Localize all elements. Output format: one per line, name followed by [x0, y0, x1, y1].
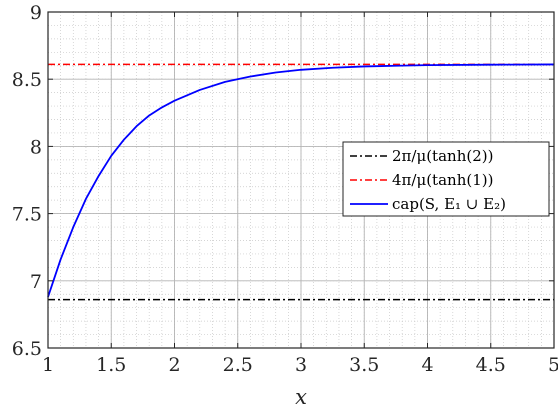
y-tick-label: 7.5: [12, 204, 42, 226]
y-tick-label: 6.5: [12, 338, 42, 360]
series-layer: [47, 63, 555, 301]
series-line-3: [47, 63, 555, 298]
tick-labels: 1 1.5 2 2.5 3 3.5 4 4.5 5 6.5 7 7.5 8 8.5 9: [12, 2, 558, 376]
legend-label-3: cap(S, E₁ ∪ E₂): [392, 195, 506, 213]
x-axis-label: x: [295, 385, 307, 409]
legend-label-2: 4π/μ(tanh(1)): [392, 171, 493, 189]
legend: 2π/μ(tanh(2)) 4π/μ(tanh(1)) cap(S, E₁ ∪ …: [342, 141, 550, 217]
y-tick-label: 8: [30, 136, 42, 158]
y-tick-label: 9: [30, 2, 42, 24]
x-tick-label: 4: [421, 354, 433, 376]
x-tick-label: 4.5: [476, 354, 506, 376]
x-tick-label: 1: [42, 354, 54, 376]
x-tick-label: 3: [295, 354, 307, 376]
axis-ticks: [47, 11, 555, 349]
y-tick-label: 7: [30, 271, 42, 293]
x-tick-label: 1.5: [96, 354, 126, 376]
x-tick-label: 5: [548, 354, 558, 376]
x-tick-label: 2.5: [223, 354, 253, 376]
legend-label-1: 2π/μ(tanh(2)): [392, 147, 493, 165]
y-tick-label: 8.5: [12, 69, 42, 91]
x-tick-label: 3.5: [349, 354, 379, 376]
x-tick-label: 2: [168, 354, 180, 376]
